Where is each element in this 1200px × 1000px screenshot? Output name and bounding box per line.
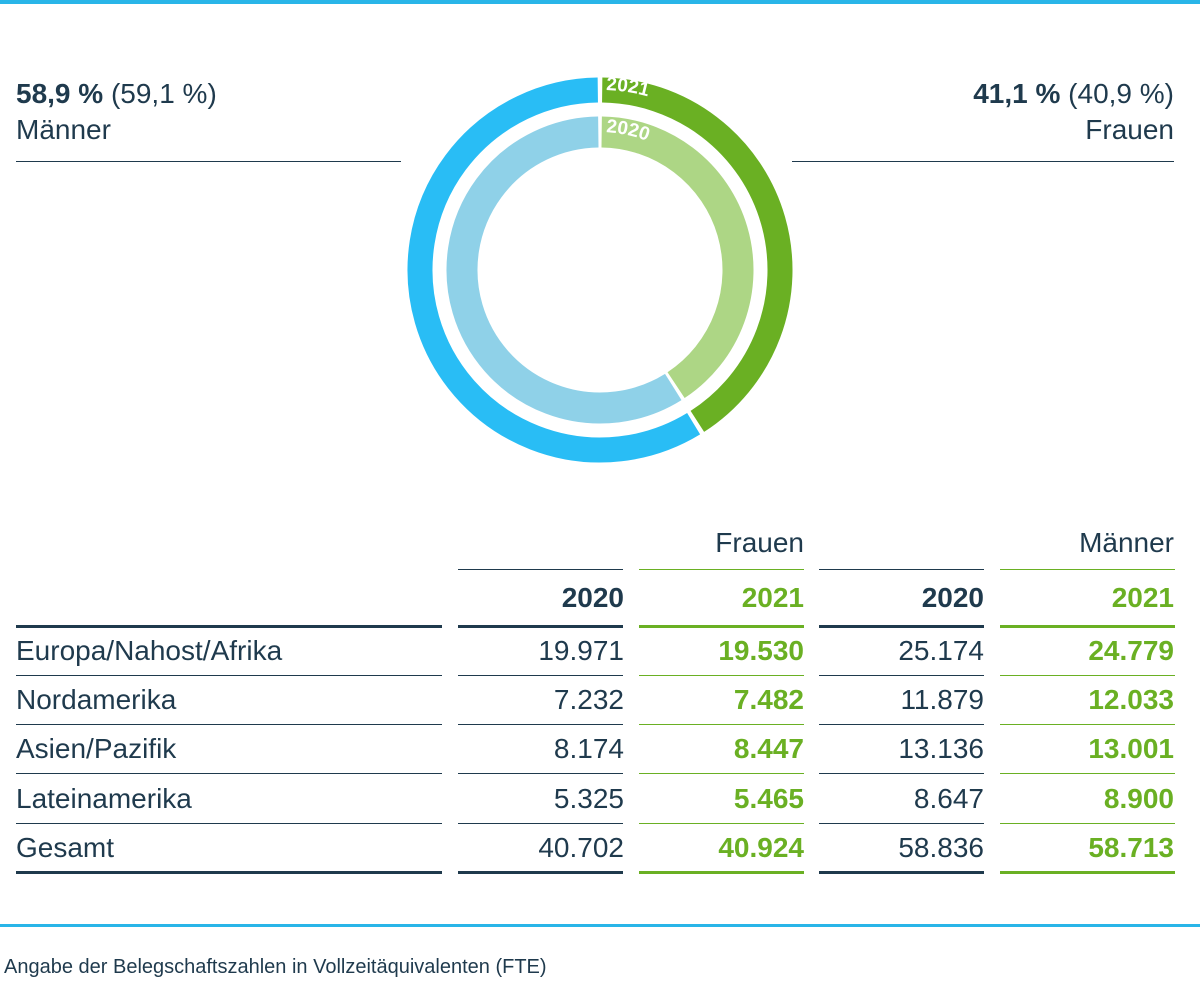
cell-frauen-2020: 5.325 <box>553 783 624 814</box>
row-rule <box>1000 773 1175 774</box>
row-rule <box>819 675 984 676</box>
group-header-frauen: Frauen <box>715 527 804 558</box>
table-head-rule <box>639 625 804 628</box>
cell-maenner-2021: 8.900 <box>1103 783 1174 814</box>
row-rule <box>1000 675 1175 676</box>
row-rule <box>16 773 442 774</box>
row-rule <box>819 724 984 725</box>
gender-donut-chart: 2021 2020 <box>407 74 793 463</box>
women-label: Frauen <box>1085 114 1174 145</box>
cell-maenner-2021: 24.779 <box>1088 635 1174 666</box>
cell-frauen-2020: 7.232 <box>553 684 624 715</box>
men-summary-divider <box>16 161 401 162</box>
men-summary: 58,9 % (59,1 %) Männer <box>16 76 217 148</box>
row-rule <box>639 823 804 824</box>
header-rule <box>819 569 984 570</box>
bottom-rule <box>0 924 1200 927</box>
year-header-frauen-2020: 2020 <box>561 582 624 613</box>
table-bottom-rule <box>16 871 442 874</box>
women-percent: 41,1 % <box>973 78 1061 109</box>
row-rule <box>639 724 804 725</box>
row-rule <box>16 724 442 725</box>
row-rule <box>458 823 623 824</box>
row-rule <box>458 675 623 676</box>
row-label: Europa/Nahost/Afrika <box>16 635 283 666</box>
donut-slice-2020-maenner <box>446 116 682 424</box>
footnote: Angabe der Belegschaftszahlen in Vollzei… <box>4 956 547 978</box>
table-bottom-rule <box>458 871 623 874</box>
cell-maenner-2020: 25.174 <box>898 635 984 666</box>
employee-table: Frauen Männer 2020 2021 2020 2021 Europa… <box>16 527 1175 874</box>
row-label: Asien/Pazifik <box>16 733 177 764</box>
women-summary-divider <box>792 161 1174 162</box>
men-label: Männer <box>16 114 111 145</box>
row-rule <box>16 675 442 676</box>
row-rule <box>639 773 804 774</box>
donut-slice-2020-frauen <box>601 116 754 399</box>
row-rule <box>1000 724 1175 725</box>
cell-frauen-2021: 7.482 <box>733 684 804 715</box>
cell-frauen-2021: 40.924 <box>718 832 804 863</box>
row-label: Lateinamerika <box>16 783 192 814</box>
women-previous-percent: (40,9 %) <box>1068 78 1174 109</box>
top-rule <box>0 0 1200 4</box>
cell-frauen-2021: 8.447 <box>733 733 804 764</box>
cell-maenner-2020: 13.136 <box>898 733 984 764</box>
table-bottom-rule <box>639 871 804 874</box>
table-bottom-rule <box>819 871 984 874</box>
cell-frauen-2021: 5.465 <box>733 783 804 814</box>
donut-slice-2021-frauen <box>602 77 793 432</box>
table-bottom-rule <box>1000 871 1175 874</box>
table-head-rule <box>458 625 623 628</box>
row-rule <box>458 724 623 725</box>
year-header-maenner-2020: 2020 <box>921 582 984 613</box>
donut-slice-2021-maenner <box>407 77 701 463</box>
header-rule <box>639 569 804 570</box>
table-head-rule <box>16 625 442 628</box>
row-label: Gesamt <box>16 832 115 863</box>
women-summary: 41,1 % (40,9 %) Frauen <box>973 76 1174 148</box>
row-rule <box>819 823 984 824</box>
cell-frauen-2020: 19.971 <box>538 635 624 666</box>
cell-maenner-2020: 11.879 <box>900 684 984 715</box>
men-previous-percent: (59,1 %) <box>110 78 217 109</box>
cell-maenner-2021: 12.033 <box>1088 684 1174 715</box>
cell-maenner-2020: 58.836 <box>898 832 984 863</box>
cell-frauen-2020: 40.702 <box>538 832 624 863</box>
table-head-rule <box>1000 625 1175 628</box>
men-percent: 58,9 % <box>16 78 104 109</box>
row-rule <box>819 773 984 774</box>
group-header-maenner: Männer <box>1079 527 1174 558</box>
header-rule <box>458 569 623 570</box>
header-rule <box>1000 569 1175 570</box>
row-rule <box>458 773 623 774</box>
cell-maenner-2020: 8.647 <box>913 783 984 814</box>
year-header-frauen-2021: 2021 <box>741 582 804 613</box>
cell-frauen-2021: 19.530 <box>718 635 804 666</box>
cell-maenner-2021: 13.001 <box>1088 733 1174 764</box>
cell-maenner-2021: 58.713 <box>1088 832 1174 863</box>
row-rule <box>639 675 804 676</box>
row-rule <box>16 823 442 824</box>
row-label: Nordamerika <box>16 684 177 715</box>
year-header-maenner-2021: 2021 <box>1111 582 1174 613</box>
cell-frauen-2020: 8.174 <box>553 733 624 764</box>
table-head-rule <box>819 625 984 628</box>
row-rule <box>1000 823 1175 824</box>
